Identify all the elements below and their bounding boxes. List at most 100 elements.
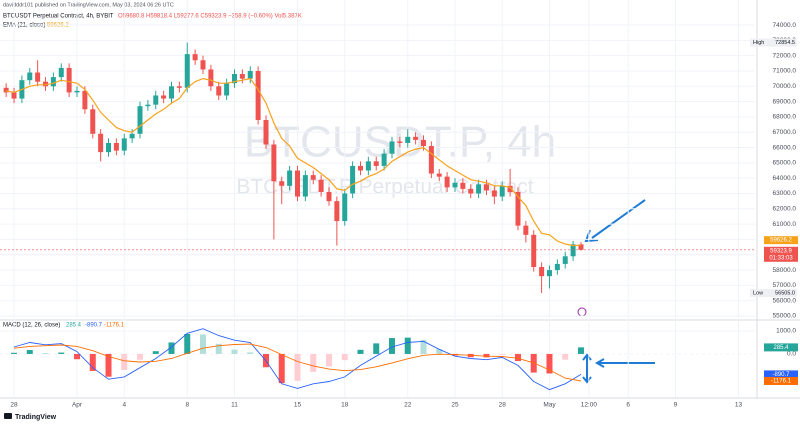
candle-body: [145, 104, 151, 107]
candle-body: [476, 184, 482, 194]
candle-body: [389, 141, 395, 154]
footer-brand: TradingView: [15, 414, 57, 421]
candle-body: [50, 77, 56, 87]
histogram-bar: [42, 353, 49, 354]
histogram-bar: [278, 353, 285, 384]
macd-line: [13, 328, 582, 391]
candle-body: [483, 184, 489, 191]
candle-body: [90, 109, 96, 134]
low-box: [750, 288, 797, 297]
candle-body: [43, 81, 49, 87]
candle-body: [153, 95, 159, 105]
candle-body: [35, 72, 41, 82]
histogram-bar: [404, 337, 411, 354]
candle-body: [405, 136, 411, 143]
candle-body: [121, 138, 127, 151]
histogram-bar: [546, 353, 553, 374]
candle-body: [27, 72, 33, 81]
ema-legend: EMA (21, close): [3, 23, 45, 29]
histogram-bar: [152, 351, 159, 354]
x-tick-label: 18: [341, 402, 349, 409]
footer-logo: [4, 413, 12, 419]
histogram-bar: [215, 343, 222, 354]
ema-price-box: [764, 236, 798, 245]
legend-title: BTCUSDT Perpetual Contract, 4h, BYBIT: [3, 14, 114, 20]
signal-value-box: [764, 376, 798, 385]
y-tick-label: 58000.0: [773, 267, 797, 274]
x-tick-label: May: [543, 402, 556, 409]
histogram-bar: [514, 353, 521, 362]
publisher: davidddr101 published on TradingView.com…: [3, 2, 174, 8]
histogram-bar: [184, 333, 191, 354]
x-tick-label: 4: [122, 402, 126, 409]
candle-body: [3, 87, 9, 93]
y-tick-label: 72000.0: [773, 52, 797, 59]
candle-body: [491, 190, 497, 197]
y-tick-label: 1000.0: [776, 328, 796, 335]
candle-body: [554, 263, 560, 271]
histogram-bar: [577, 347, 584, 354]
y-tick-label: 61000.0: [773, 221, 797, 228]
candle-body: [381, 153, 387, 166]
x-tick-label: 28: [10, 402, 18, 409]
ema-legend-value: 59626.2: [47, 23, 69, 29]
candle-body: [397, 141, 403, 143]
high-box: [750, 38, 797, 47]
y-tick-label: 64000.0: [773, 175, 797, 182]
countdown-label: 01:33:03: [769, 255, 793, 261]
signal-value-label: -1176.1: [771, 379, 792, 385]
hist-value-box: [764, 343, 798, 352]
macd-legend-macd: -890.7: [85, 323, 103, 329]
candle-body: [326, 191, 332, 202]
candle-body: [287, 170, 293, 186]
x-tick-label: 8: [185, 402, 189, 409]
histogram-bar: [562, 353, 569, 360]
candle-body: [294, 170, 300, 197]
y-tick-label: 66000.0: [773, 144, 797, 151]
candle-body: [499, 185, 505, 197]
candle-body: [184, 54, 190, 88]
macd-legend-signal: -1176.1: [104, 323, 125, 329]
last-price-label: 59323.9: [770, 248, 792, 254]
y-tick-label: 57000.0: [773, 282, 797, 289]
y-tick-label: 63000.0: [773, 190, 797, 197]
candle-body: [169, 86, 175, 99]
candle-body: [279, 181, 285, 186]
macd-value-box: [764, 370, 798, 379]
histogram-bar: [388, 338, 395, 354]
candle-body: [106, 142, 112, 153]
histogram-bar: [483, 353, 490, 358]
candle-body: [11, 92, 17, 99]
candle-body: [74, 90, 80, 93]
candle-body: [239, 74, 245, 79]
candle-body: [232, 74, 238, 84]
x-tick-label: 9: [674, 402, 678, 409]
histogram-bar: [168, 342, 175, 354]
x-tick-label: 13: [735, 402, 743, 409]
candle-body: [562, 256, 568, 264]
histogram-bar: [294, 353, 301, 381]
y-tick-label: 65000.0: [773, 160, 797, 167]
x-tick-label: 22: [404, 402, 412, 409]
histogram-bar: [231, 349, 238, 354]
candle-body: [263, 119, 269, 145]
candle-body: [247, 70, 253, 79]
candle-body: [310, 175, 316, 180]
candle-body: [507, 185, 513, 192]
x-tick-label: 15: [294, 402, 302, 409]
last-price-box: [764, 246, 798, 262]
candle-body: [578, 244, 584, 250]
candle-body: [271, 144, 277, 182]
candle-body: [515, 191, 521, 226]
macd-value-label: -890.7: [772, 372, 790, 378]
histogram-bar: [341, 353, 348, 361]
histogram-bar: [357, 349, 364, 354]
candle-body: [444, 176, 450, 188]
candle-body: [531, 234, 537, 268]
y-tick-label: 55000.0: [773, 313, 797, 320]
high-value: 72854.5: [775, 40, 795, 46]
legend-ohlc: O59680.8 H59818.4 L59277.6 C59323.9 −358…: [118, 14, 302, 20]
ema-price-label: 59626.2: [770, 238, 792, 244]
y-tick-label: 62000.0: [773, 206, 797, 213]
candle-body: [192, 54, 198, 61]
